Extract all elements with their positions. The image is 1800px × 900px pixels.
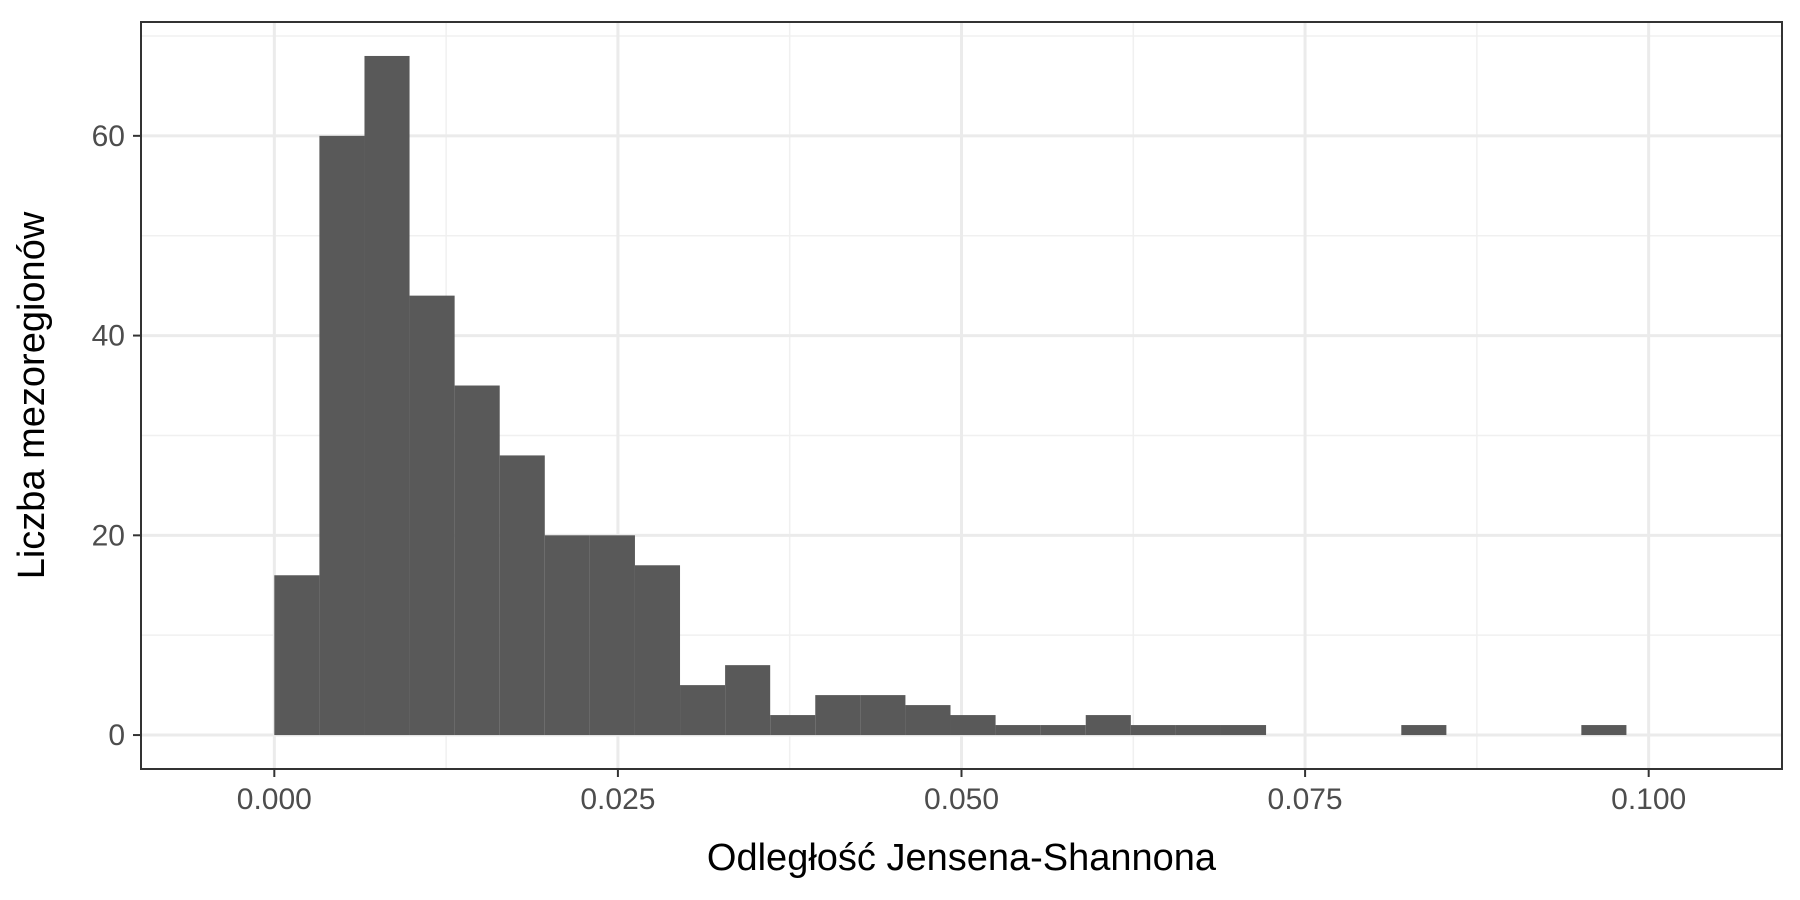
x-tick-label: 0.025 [580,783,655,816]
histogram-bar [499,455,545,736]
x-tick-label: 0.100 [1611,783,1686,816]
histogram-bar [634,565,681,736]
histogram-bar [725,665,771,736]
histogram-bar [544,535,590,736]
y-tick-label: 60 [92,120,125,153]
histogram-bar [1401,725,1447,736]
histogram-bar [860,695,906,736]
histogram-bar [1040,725,1086,736]
x-tick-label: 0.075 [1268,783,1343,816]
histogram-bar [770,715,816,736]
y-axis-title: Liczba mezoregionów [11,211,53,579]
x-axis-title: Odległość Jensena-Shannona [707,837,1217,879]
histogram-bar [815,695,861,736]
histogram-bar [1220,725,1267,736]
histogram-bar [274,575,320,736]
x-tick-label: 0.000 [237,783,312,816]
y-tick-label: 40 [92,320,125,353]
histogram-bar [1581,725,1627,736]
histogram-bar [589,535,635,736]
histogram-bars [274,55,1627,736]
x-axis-ticks: 0.000 0.025 0.050 0.075 0.100 [237,769,1686,816]
y-tick-label: 0 [108,719,125,752]
histogram-bar [950,715,996,736]
histogram-bar [1130,725,1176,736]
histogram-bar [1085,715,1131,736]
x-tick-label: 0.050 [924,783,999,816]
histogram-bar [319,135,365,736]
histogram-bar [905,705,951,736]
histogram-bar [364,55,410,736]
histogram-bar [1175,725,1221,736]
y-axis-ticks: 0 20 40 60 [92,120,141,752]
histogram-bar [409,295,455,736]
y-tick-label: 20 [92,519,125,552]
histogram-bar [454,385,500,736]
histogram-bar [680,685,726,736]
histogram-bar [995,725,1041,736]
